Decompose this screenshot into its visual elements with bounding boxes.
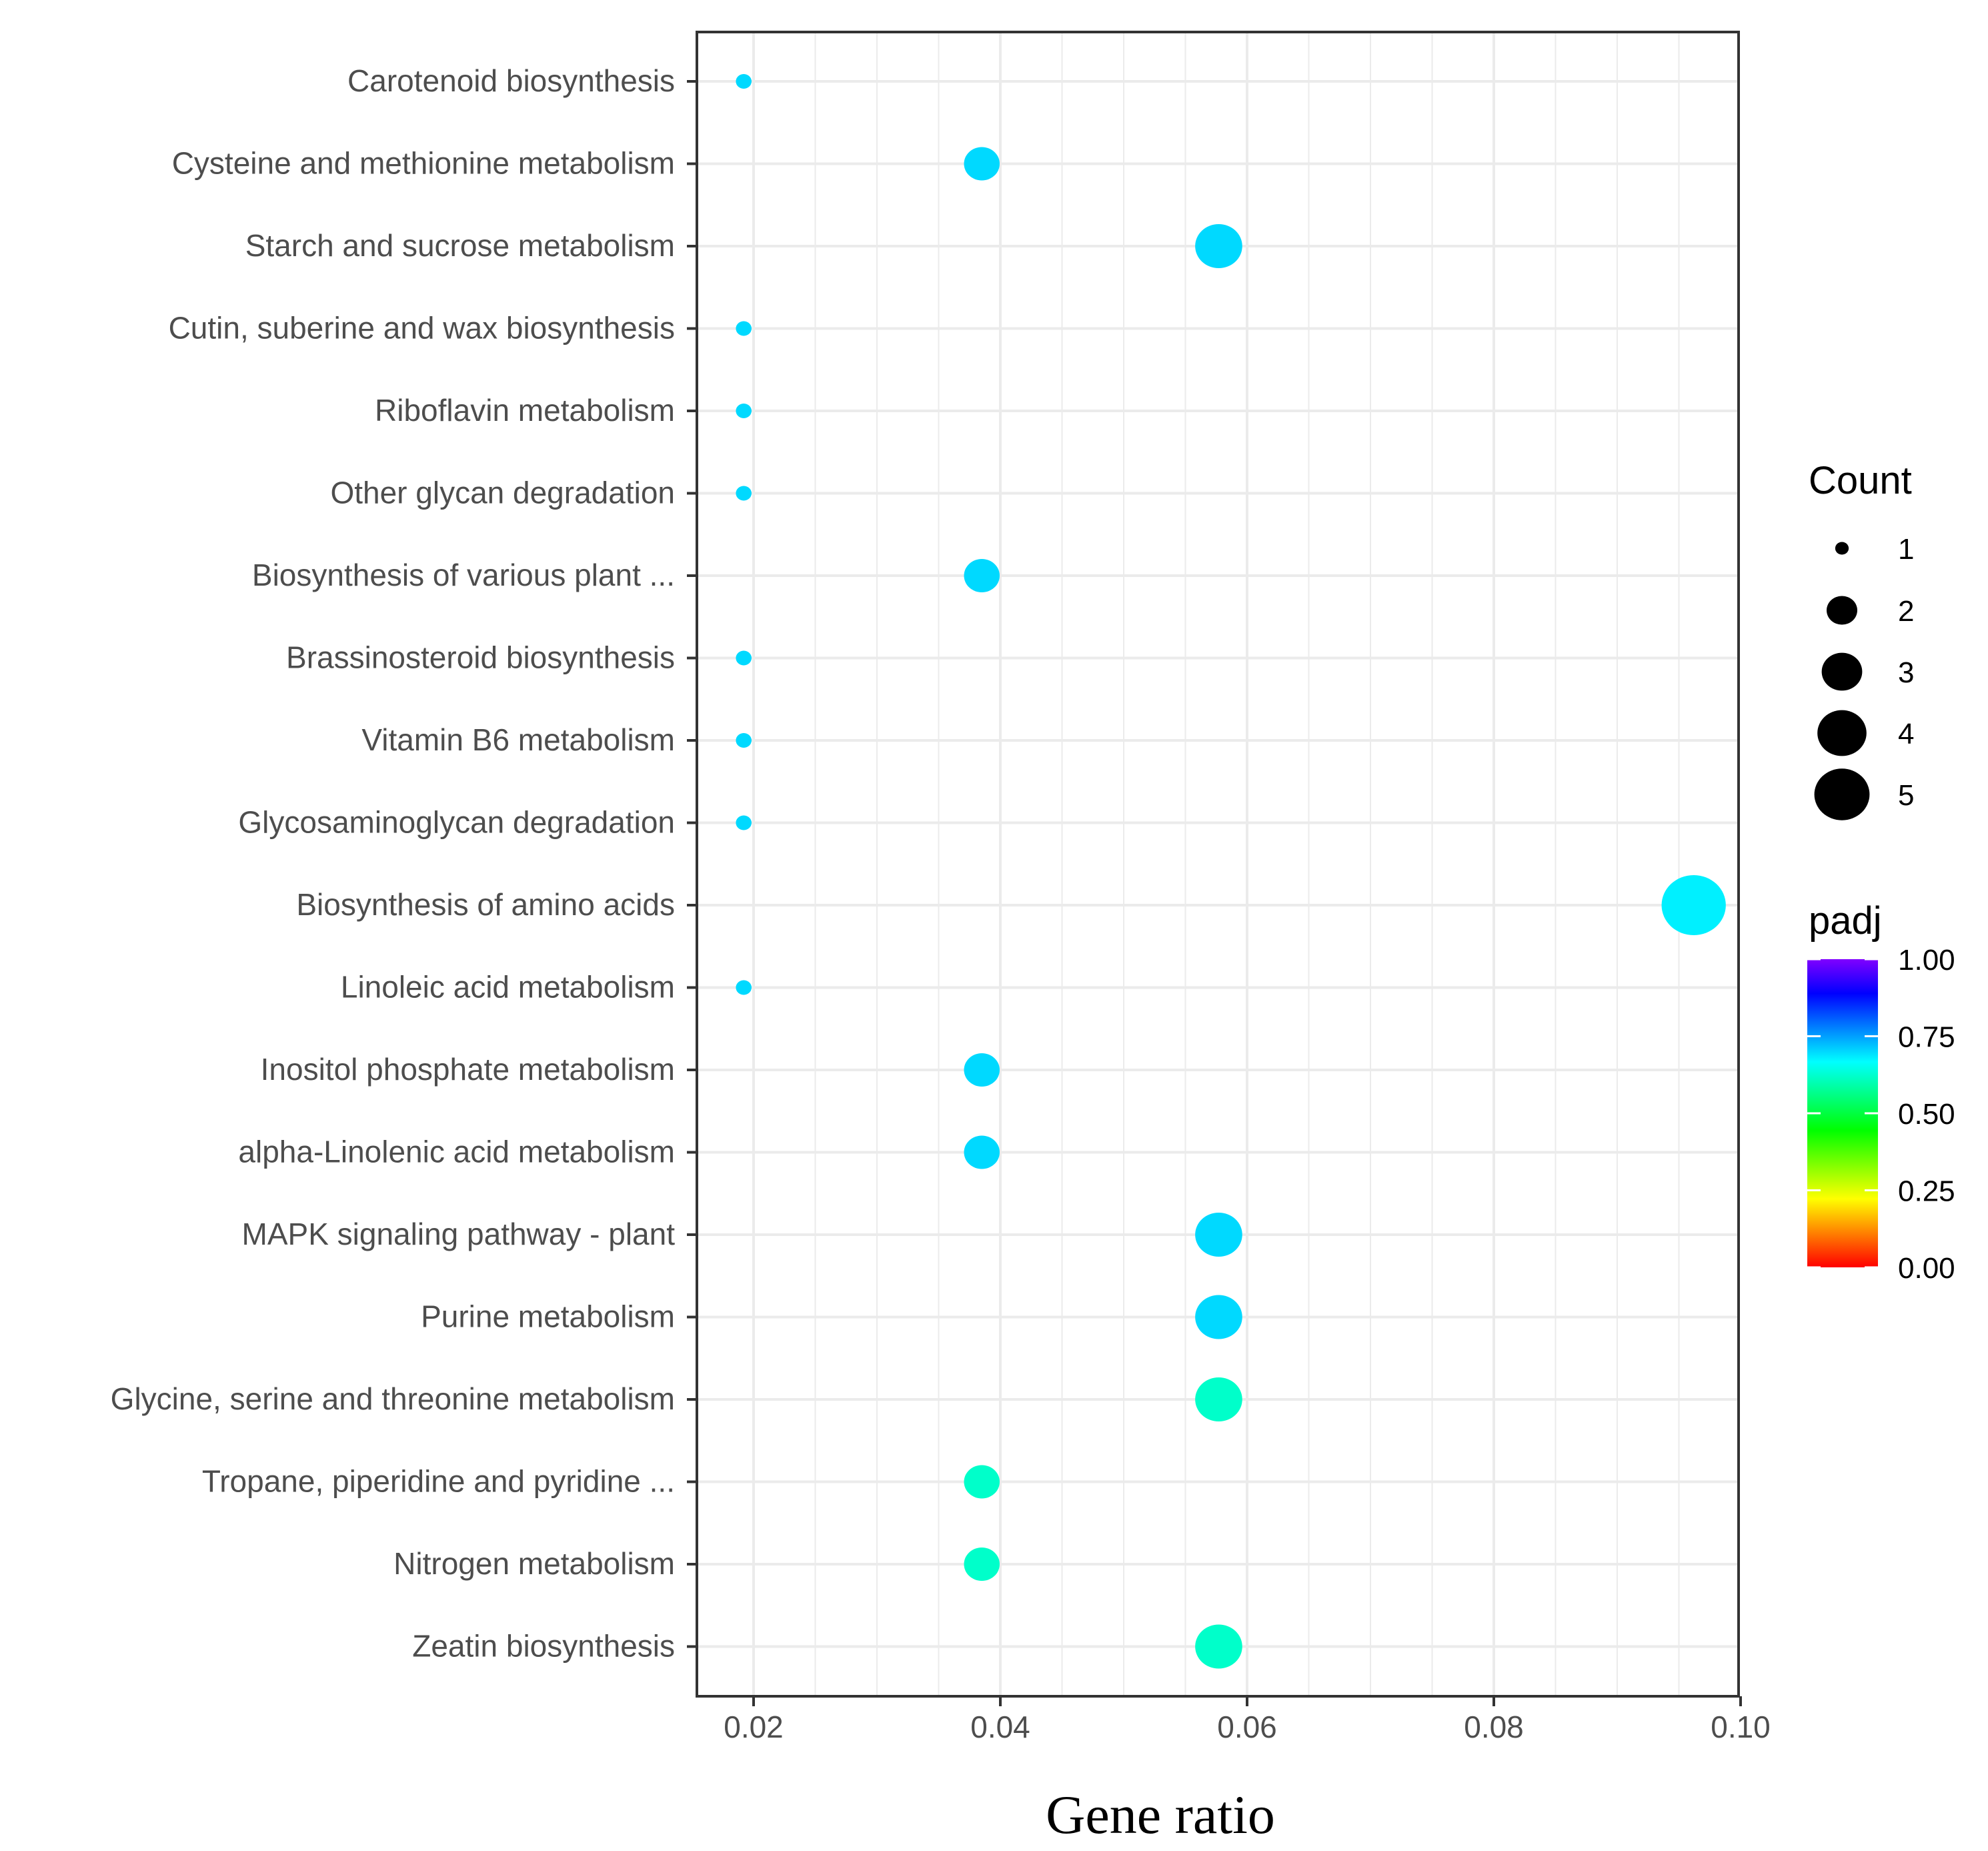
data-point: [1195, 224, 1242, 268]
data-point: [1195, 1624, 1242, 1669]
data-point: [1195, 1213, 1242, 1257]
data-point: [1195, 1295, 1242, 1339]
y-tick-label: Glycine, serine and threonine metabolism: [111, 1381, 675, 1416]
x-tick-label: 0.10: [1711, 1710, 1771, 1744]
data-point: [964, 559, 1000, 592]
y-tick-label: Starch and sucrose metabolism: [245, 228, 675, 263]
count-legend: Count 1 2 3 4 5: [1809, 459, 1914, 820]
padj-legend-label: 0.25: [1898, 1175, 1955, 1208]
data-point: [736, 733, 752, 748]
data-point: [736, 650, 752, 666]
padj-legend-title: padj: [1809, 899, 1882, 943]
padj-legend-label: 1.00: [1898, 944, 1955, 977]
data-point: [1661, 875, 1726, 935]
data-point: [736, 815, 752, 830]
y-tick-label: Carotenoid biosynthesis: [347, 63, 675, 98]
data-point: [736, 404, 752, 418]
count-legend-key: [1821, 652, 1863, 691]
y-tick-label: Purine metabolism: [421, 1299, 675, 1334]
data-point: [736, 980, 752, 995]
count-legend-label: 5: [1898, 779, 1914, 812]
data-point: [1195, 1377, 1242, 1421]
y-tick-label: Zeatin biosynthesis: [412, 1629, 675, 1664]
padj-legend-label: 0.50: [1898, 1098, 1955, 1131]
data-point: [736, 74, 752, 89]
padj-legend-label: 0.00: [1898, 1252, 1955, 1285]
data-point: [964, 1053, 1000, 1087]
y-tick-label: alpha-Linolenic acid metabolism: [238, 1135, 675, 1169]
x-tick-label: 0.02: [724, 1710, 784, 1744]
x-tick-label: 0.06: [1217, 1710, 1277, 1744]
y-tick-label: Other glycan degradation: [330, 476, 675, 510]
data-point: [964, 147, 1000, 181]
count-legend-label: 3: [1898, 656, 1914, 689]
y-tick-label: Inositol phosphate metabolism: [261, 1052, 675, 1087]
count-legend-key: [1835, 542, 1849, 555]
x-axis-label: Gene ratio: [1046, 1784, 1275, 1845]
count-legend-key: [1814, 768, 1870, 820]
data-point: [964, 1135, 1000, 1169]
plot-panel: [697, 32, 1739, 1696]
plot-border: [696, 31, 1740, 1698]
y-tick-label: Riboflavin metabolism: [375, 393, 675, 428]
y-axis-ticks: Carotenoid biosynthesis Cysteine and meth…: [111, 63, 697, 1664]
count-legend-label: 1: [1898, 533, 1914, 566]
y-tick-label: Biosynthesis of various plant ...: [252, 558, 675, 592]
data-point: [964, 1548, 1000, 1581]
x-tick-label: 0.04: [970, 1710, 1030, 1744]
padj-legend-label: 0.75: [1898, 1021, 1955, 1054]
grid-lines: [697, 32, 1739, 1696]
y-tick-label: Glycosaminoglycan degradation: [238, 805, 675, 840]
y-tick-label: Cysteine and methionine metabolism: [172, 146, 675, 181]
count-legend-key: [1826, 596, 1858, 625]
count-legend-key: [1817, 710, 1867, 756]
count-legend-title: Count: [1809, 459, 1912, 502]
padj-legend: padj 1.00 0.75 0.50 0.25 0.00: [1807, 899, 1955, 1285]
data-point: [964, 1465, 1000, 1499]
x-axis-ticks: 0.02 0.04 0.06 0.08 0.10: [724, 1696, 1771, 1744]
count-legend-label: 2: [1898, 595, 1914, 628]
y-tick-label: Cutin, suberine and wax biosynthesis: [169, 311, 675, 346]
count-legend-label: 4: [1898, 718, 1914, 750]
y-tick-label: Brassinosteroid biosynthesis: [286, 640, 675, 675]
data-point: [736, 486, 752, 501]
y-tick-label: Biosynthesis of amino acids: [296, 887, 675, 922]
y-tick-label: MAPK signaling pathway - plant: [242, 1217, 676, 1251]
x-tick-label: 0.08: [1464, 1710, 1524, 1744]
y-tick-label: Linoleic acid metabolism: [341, 970, 675, 1005]
y-tick-label: Tropane, piperidine and pyridine ...: [202, 1464, 675, 1499]
y-tick-label: Vitamin B6 metabolism: [361, 722, 675, 757]
data-point: [736, 321, 752, 336]
y-tick-label: Nitrogen metabolism: [393, 1546, 675, 1581]
data-points: [736, 74, 1726, 1669]
